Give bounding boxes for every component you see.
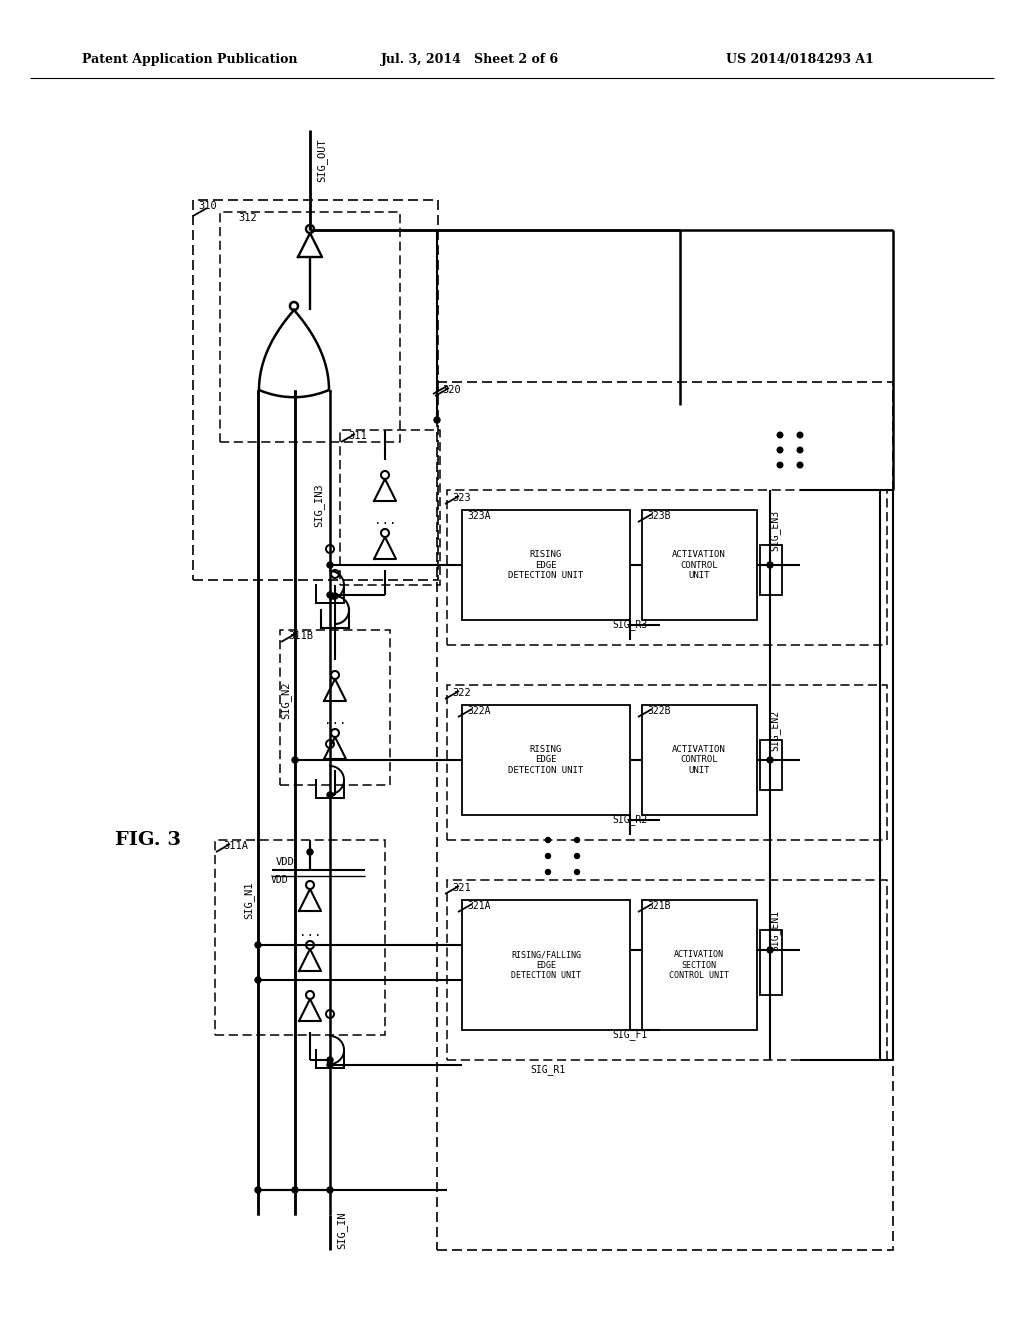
Text: 322A: 322A <box>467 706 490 715</box>
Text: SIG_N1: SIG_N1 <box>243 882 254 919</box>
Circle shape <box>327 1187 333 1193</box>
Bar <box>760 741 782 789</box>
Circle shape <box>574 837 580 842</box>
Bar <box>760 545 782 595</box>
Bar <box>642 705 757 814</box>
Circle shape <box>255 942 261 948</box>
Circle shape <box>292 1187 298 1193</box>
Bar <box>340 430 440 585</box>
Bar <box>447 880 887 1060</box>
Text: SIG_R2: SIG_R2 <box>612 814 647 825</box>
Bar <box>437 381 893 1250</box>
Circle shape <box>777 462 782 467</box>
Circle shape <box>777 447 782 453</box>
Bar <box>193 201 438 579</box>
Text: ACTIVATION
CONTROL
UNIT: ACTIVATION CONTROL UNIT <box>672 744 726 775</box>
Text: SIG_R3: SIG_R3 <box>612 619 647 631</box>
Text: SIG_R1: SIG_R1 <box>530 1064 565 1076</box>
Circle shape <box>767 946 773 953</box>
Text: 321: 321 <box>452 883 471 894</box>
Text: 322: 322 <box>452 688 471 698</box>
Bar <box>215 840 385 1035</box>
Bar <box>447 685 887 840</box>
Bar <box>642 510 757 620</box>
Text: 322B: 322B <box>647 706 671 715</box>
Text: SIG_F1: SIG_F1 <box>612 1030 647 1040</box>
Circle shape <box>574 854 580 858</box>
Text: VDD: VDD <box>271 875 289 884</box>
Text: 321B: 321B <box>647 902 671 911</box>
Circle shape <box>327 562 333 568</box>
Circle shape <box>767 562 773 568</box>
Circle shape <box>255 977 261 983</box>
Bar <box>760 931 782 995</box>
Bar <box>462 900 630 1030</box>
Circle shape <box>327 1063 333 1068</box>
Text: 323A: 323A <box>467 511 490 521</box>
Text: SIG_OUT: SIG_OUT <box>316 139 327 182</box>
Text: US 2014/0184293 A1: US 2014/0184293 A1 <box>726 54 873 66</box>
Circle shape <box>307 849 313 855</box>
Text: SIG_EN3: SIG_EN3 <box>770 510 780 550</box>
Circle shape <box>434 417 440 422</box>
Circle shape <box>777 432 782 438</box>
Bar <box>280 630 390 785</box>
Bar <box>642 900 757 1030</box>
Text: SIG_EN1: SIG_EN1 <box>770 909 780 950</box>
Circle shape <box>327 1057 333 1063</box>
Circle shape <box>798 462 803 467</box>
Bar <box>447 490 887 645</box>
Text: 312: 312 <box>238 213 257 223</box>
Bar <box>220 213 400 442</box>
Circle shape <box>292 756 298 763</box>
Circle shape <box>798 432 803 438</box>
Text: ...: ... <box>299 925 322 939</box>
Text: FIG. 3: FIG. 3 <box>115 832 181 849</box>
Text: SIG_EN2: SIG_EN2 <box>770 709 780 751</box>
Circle shape <box>767 756 773 763</box>
Circle shape <box>255 1187 261 1193</box>
Text: 310: 310 <box>198 201 217 211</box>
Text: ...: ... <box>374 513 396 527</box>
Text: 311B: 311B <box>288 631 313 642</box>
Circle shape <box>546 854 551 858</box>
Bar <box>462 510 630 620</box>
Text: 320: 320 <box>442 385 461 395</box>
Text: 311A: 311A <box>223 841 248 851</box>
Circle shape <box>546 837 551 842</box>
Text: 323B: 323B <box>647 511 671 521</box>
Circle shape <box>327 591 333 598</box>
Text: Patent Application Publication: Patent Application Publication <box>82 54 298 66</box>
Circle shape <box>332 593 338 599</box>
Text: ACTIVATION
CONTROL
UNIT: ACTIVATION CONTROL UNIT <box>672 550 726 579</box>
Bar <box>462 705 630 814</box>
Text: RISING/FALLING
EDGE
DETECTION UNIT: RISING/FALLING EDGE DETECTION UNIT <box>511 950 581 979</box>
Text: SIG_IN: SIG_IN <box>336 1212 347 1249</box>
Text: SIG_IN3: SIG_IN3 <box>313 483 324 527</box>
Text: 323: 323 <box>452 492 471 503</box>
Text: RISING
EDGE
DETECTION UNIT: RISING EDGE DETECTION UNIT <box>508 550 584 579</box>
Text: 321A: 321A <box>467 902 490 911</box>
Text: SIG_N2: SIG_N2 <box>281 681 291 719</box>
Circle shape <box>798 447 803 453</box>
Text: ACTIVATION
SECTION
CONTROL UNIT: ACTIVATION SECTION CONTROL UNIT <box>669 950 729 979</box>
Circle shape <box>574 870 580 874</box>
Text: ...: ... <box>324 714 346 726</box>
Text: 311: 311 <box>348 432 367 441</box>
Text: RISING
EDGE
DETECTION UNIT: RISING EDGE DETECTION UNIT <box>508 744 584 775</box>
Text: VDD: VDD <box>275 857 294 867</box>
Circle shape <box>546 870 551 874</box>
Text: Jul. 3, 2014   Sheet 2 of 6: Jul. 3, 2014 Sheet 2 of 6 <box>381 54 559 66</box>
Circle shape <box>327 792 333 799</box>
